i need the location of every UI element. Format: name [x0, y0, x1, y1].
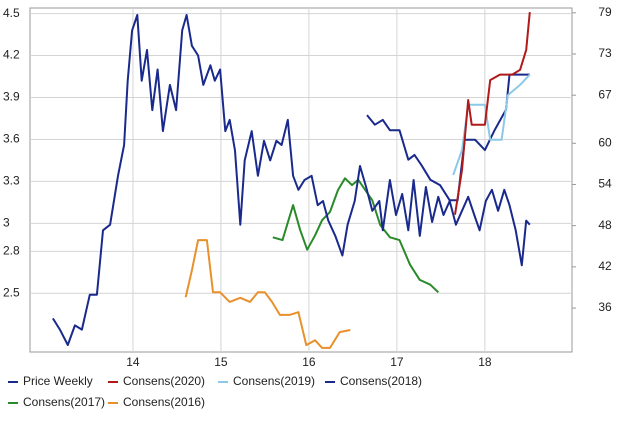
y-tick-label: 2.5 [3, 285, 20, 299]
y-tick-label: 4.5 [3, 6, 20, 20]
y2-tick-label: 73 [598, 46, 612, 60]
series-line [272, 177, 439, 294]
legend-label: Consens(2018) [340, 374, 422, 388]
x-tick-label: 14 [126, 355, 140, 369]
series-line [366, 73, 530, 202]
x-tick-label: 15 [214, 355, 228, 369]
y2-tick-label: 67 [598, 87, 612, 101]
series-line [454, 12, 531, 215]
y2-tick-label: 48 [598, 218, 612, 232]
legend-label: Consens(2017) [23, 395, 105, 409]
y-tick-label: 4.2 [3, 48, 20, 62]
y2-tick-label: 79 [598, 5, 612, 19]
y2-tick-label: 42 [598, 259, 612, 273]
legend-label: Consens(2020) [123, 374, 205, 388]
y-tick-label: 3 [3, 216, 10, 230]
y-tick-label: 3.6 [3, 132, 20, 146]
y2-tick-label: 36 [598, 300, 612, 314]
legend-label: Consens(2019) [233, 374, 315, 388]
legend-label: Consens(2016) [123, 395, 205, 409]
series-line [452, 73, 531, 176]
y-tick-label: 2.8 [3, 243, 20, 257]
y-tick-label: 3.9 [3, 90, 20, 104]
x-tick-label: 16 [302, 355, 316, 369]
legend-label: Price Weekly [23, 374, 93, 388]
y2-tick-label: 60 [598, 135, 612, 149]
y2-tick-label: 54 [598, 177, 612, 191]
y-tick-label: 3.3 [3, 174, 20, 188]
plot-frame [29, 7, 573, 353]
series-line [184, 239, 351, 349]
x-tick-label: 18 [478, 355, 492, 369]
x-tick-label: 17 [390, 355, 404, 369]
series-line [52, 14, 531, 346]
